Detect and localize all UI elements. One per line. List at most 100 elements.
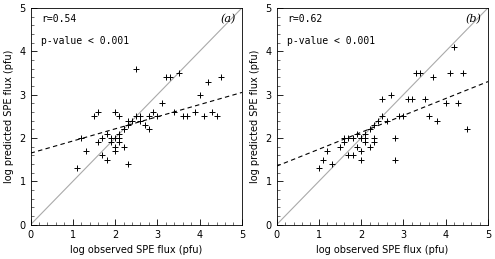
Point [395, 114, 403, 118]
Point [378, 114, 386, 118]
Point [404, 97, 412, 101]
Point [340, 140, 348, 144]
Point [128, 119, 136, 123]
Point [370, 140, 378, 144]
Text: r=0.54: r=0.54 [41, 15, 76, 24]
Point [157, 101, 165, 105]
Point [357, 149, 365, 153]
Point [200, 114, 208, 118]
Point [345, 153, 352, 157]
Point [459, 71, 467, 75]
Point [115, 114, 123, 118]
Point [107, 136, 115, 140]
Point [132, 67, 140, 71]
Point [463, 127, 471, 131]
Point [450, 45, 458, 49]
Point [323, 149, 331, 153]
Point [99, 153, 106, 157]
Point [433, 119, 441, 123]
Point [137, 114, 145, 118]
Point [340, 136, 348, 140]
Point [162, 75, 170, 79]
Point [196, 92, 203, 97]
Point [208, 110, 216, 114]
Point [361, 140, 369, 144]
Point [361, 136, 369, 140]
Point [357, 136, 365, 140]
Point [425, 114, 433, 118]
Point [217, 75, 225, 79]
Point [429, 75, 437, 79]
Point [141, 123, 148, 127]
Point [349, 153, 357, 157]
Point [412, 71, 420, 75]
Point [175, 71, 183, 75]
Point [145, 127, 153, 131]
Point [370, 123, 378, 127]
Point [378, 97, 386, 101]
X-axis label: log observed SPE flux (pfu): log observed SPE flux (pfu) [70, 245, 202, 255]
Text: p-value < 0.001: p-value < 0.001 [287, 36, 375, 46]
Point [328, 162, 336, 166]
Point [124, 162, 132, 166]
Point [353, 132, 361, 136]
Point [353, 145, 361, 149]
Text: (a): (a) [220, 15, 236, 25]
Point [366, 145, 374, 149]
Point [192, 110, 199, 114]
Point [170, 110, 178, 114]
Point [442, 101, 449, 105]
Point [421, 97, 429, 101]
Y-axis label: log predicted SPE flux (pfu): log predicted SPE flux (pfu) [250, 50, 260, 183]
Point [102, 132, 110, 136]
Point [183, 114, 191, 118]
Point [115, 132, 123, 136]
Point [204, 80, 212, 84]
Point [120, 127, 128, 131]
Point [345, 136, 352, 140]
Point [120, 145, 128, 149]
Point [366, 127, 374, 131]
Point [446, 71, 454, 75]
Point [166, 75, 174, 79]
Point [82, 149, 90, 153]
Point [370, 136, 378, 140]
Point [77, 136, 85, 140]
Point [94, 140, 102, 144]
Point [145, 114, 153, 118]
Text: p-value < 0.001: p-value < 0.001 [41, 36, 129, 46]
Point [361, 132, 369, 136]
Text: (b): (b) [466, 15, 482, 25]
Text: r=0.62: r=0.62 [287, 15, 322, 24]
Point [391, 157, 399, 162]
Point [391, 136, 399, 140]
Point [111, 110, 119, 114]
Point [357, 157, 365, 162]
Point [454, 101, 462, 105]
Point [111, 136, 119, 140]
Point [149, 110, 157, 114]
Point [349, 136, 357, 140]
Y-axis label: log predicted SPE flux (pfu): log predicted SPE flux (pfu) [4, 50, 14, 183]
Point [336, 145, 344, 149]
Point [315, 166, 323, 170]
Point [73, 166, 81, 170]
Point [357, 136, 365, 140]
Point [374, 119, 382, 123]
Point [213, 114, 221, 118]
Point [94, 110, 102, 114]
Point [107, 140, 115, 144]
Point [399, 114, 407, 118]
Point [124, 123, 132, 127]
Point [387, 92, 395, 97]
Point [90, 114, 98, 118]
Point [102, 157, 110, 162]
Point [99, 136, 106, 140]
Point [115, 140, 123, 144]
Point [124, 119, 132, 123]
X-axis label: log observed SPE flux (pfu): log observed SPE flux (pfu) [316, 245, 448, 255]
Point [179, 114, 187, 118]
Point [111, 145, 119, 149]
Point [408, 97, 416, 101]
Point [137, 119, 145, 123]
